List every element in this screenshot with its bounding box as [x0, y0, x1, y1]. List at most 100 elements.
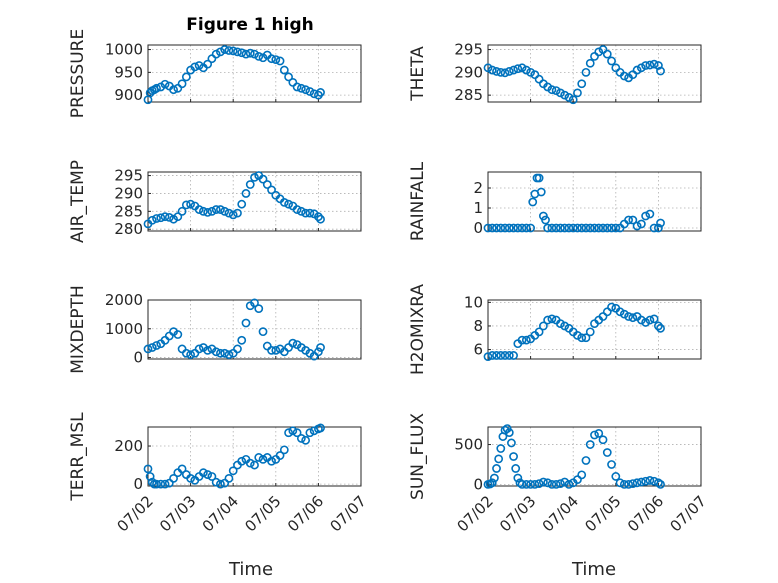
data-point	[271, 345, 281, 355]
data-point	[504, 428, 514, 437]
data-point	[645, 476, 655, 485]
data-point	[211, 205, 221, 214]
data-point	[211, 347, 221, 357]
data-point	[487, 351, 497, 360]
data-point	[224, 350, 234, 360]
x-tick-label: 07/02	[114, 492, 157, 535]
subplot-sun_flux: 07/02 07/03 07/04 07/05 07/06 07/07 0 500 SUN_FL…	[408, 413, 710, 536]
data-point	[598, 312, 608, 321]
data-point	[602, 49, 612, 59]
data-point	[534, 479, 544, 489]
data-point	[654, 223, 663, 233]
data-point	[173, 212, 183, 222]
data-point	[645, 315, 655, 325]
data-point	[143, 464, 153, 474]
data-point	[177, 79, 187, 89]
data-point	[203, 345, 213, 355]
data-point	[250, 172, 259, 182]
data-point	[284, 199, 293, 209]
data-point	[560, 90, 570, 100]
data-point	[628, 313, 638, 323]
data-point	[573, 223, 582, 233]
data-point	[568, 223, 578, 233]
data-point	[577, 79, 587, 89]
plot-area	[148, 300, 361, 359]
x-tick-label: 07/03	[156, 492, 199, 535]
data-point	[258, 174, 268, 184]
data-point	[636, 219, 646, 229]
data-point	[526, 480, 535, 489]
data-point	[173, 330, 183, 339]
axes-box	[147, 171, 362, 232]
data-point	[220, 478, 230, 488]
data-point	[305, 87, 315, 96]
data-point	[224, 46, 234, 55]
data-point	[607, 302, 616, 312]
y-axis-label: RAINFALL	[408, 161, 428, 241]
data-point	[152, 214, 161, 223]
data-point	[500, 223, 510, 233]
data-point	[564, 93, 574, 102]
data-point	[573, 330, 582, 340]
x-tick-label: 07/07	[327, 492, 370, 535]
data-point	[581, 223, 591, 233]
data-point	[267, 185, 276, 195]
data-point	[513, 223, 523, 233]
data-point	[250, 460, 259, 470]
y-tick-label: 6	[473, 341, 483, 359]
data-point	[237, 199, 247, 209]
data-point	[504, 223, 514, 233]
y-axis-label: THETA	[408, 46, 428, 102]
data-point	[598, 435, 608, 445]
data-point	[624, 215, 633, 225]
data-point	[147, 477, 157, 487]
data-point	[284, 72, 293, 82]
data-point	[152, 479, 161, 489]
data-point	[636, 477, 646, 487]
data-point	[296, 434, 306, 443]
data-point	[262, 180, 272, 189]
y-tick-label: 290	[454, 63, 483, 81]
y-tick-label: 285	[114, 202, 143, 220]
data-point	[607, 460, 616, 469]
data-point	[487, 478, 497, 488]
data-point	[607, 223, 616, 233]
data-point	[656, 66, 665, 76]
data-point	[164, 213, 174, 222]
data-point	[581, 456, 591, 465]
data-point	[279, 445, 289, 455]
data-point	[156, 213, 166, 223]
data-point	[216, 47, 225, 57]
data-point	[237, 456, 247, 466]
data-point	[487, 223, 497, 233]
data-point	[147, 343, 157, 352]
data-point	[641, 318, 651, 327]
y-tick-label: 0	[473, 475, 483, 493]
data-point	[301, 85, 311, 95]
data-point	[602, 448, 612, 457]
plot-area	[488, 172, 701, 231]
subplot-terr_msl: 07/02 07/03 07/04 07/05 07/06 07/07 0 200 TERR_M…	[68, 412, 370, 536]
figure-title: Figure 1 high	[186, 15, 314, 35]
data-point	[543, 315, 553, 325]
data-point	[573, 88, 582, 98]
data-point	[624, 312, 633, 321]
y-tick-label: 280	[114, 220, 143, 238]
axes-box	[487, 299, 702, 360]
data-point	[152, 83, 161, 93]
x-tick-label: 07/06	[624, 492, 667, 535]
data-point	[160, 212, 170, 222]
data-point	[169, 85, 178, 95]
data-point	[267, 54, 276, 64]
data-point	[568, 95, 578, 105]
y-axis-label: H2OMIXRA	[408, 284, 428, 375]
data-point	[547, 480, 557, 489]
data-point	[203, 470, 213, 479]
data-point	[581, 67, 591, 77]
data-point	[538, 477, 548, 487]
data-point	[194, 344, 204, 354]
data-point	[496, 351, 506, 360]
y-tick-label: 1	[473, 199, 483, 217]
data-point	[594, 223, 604, 233]
